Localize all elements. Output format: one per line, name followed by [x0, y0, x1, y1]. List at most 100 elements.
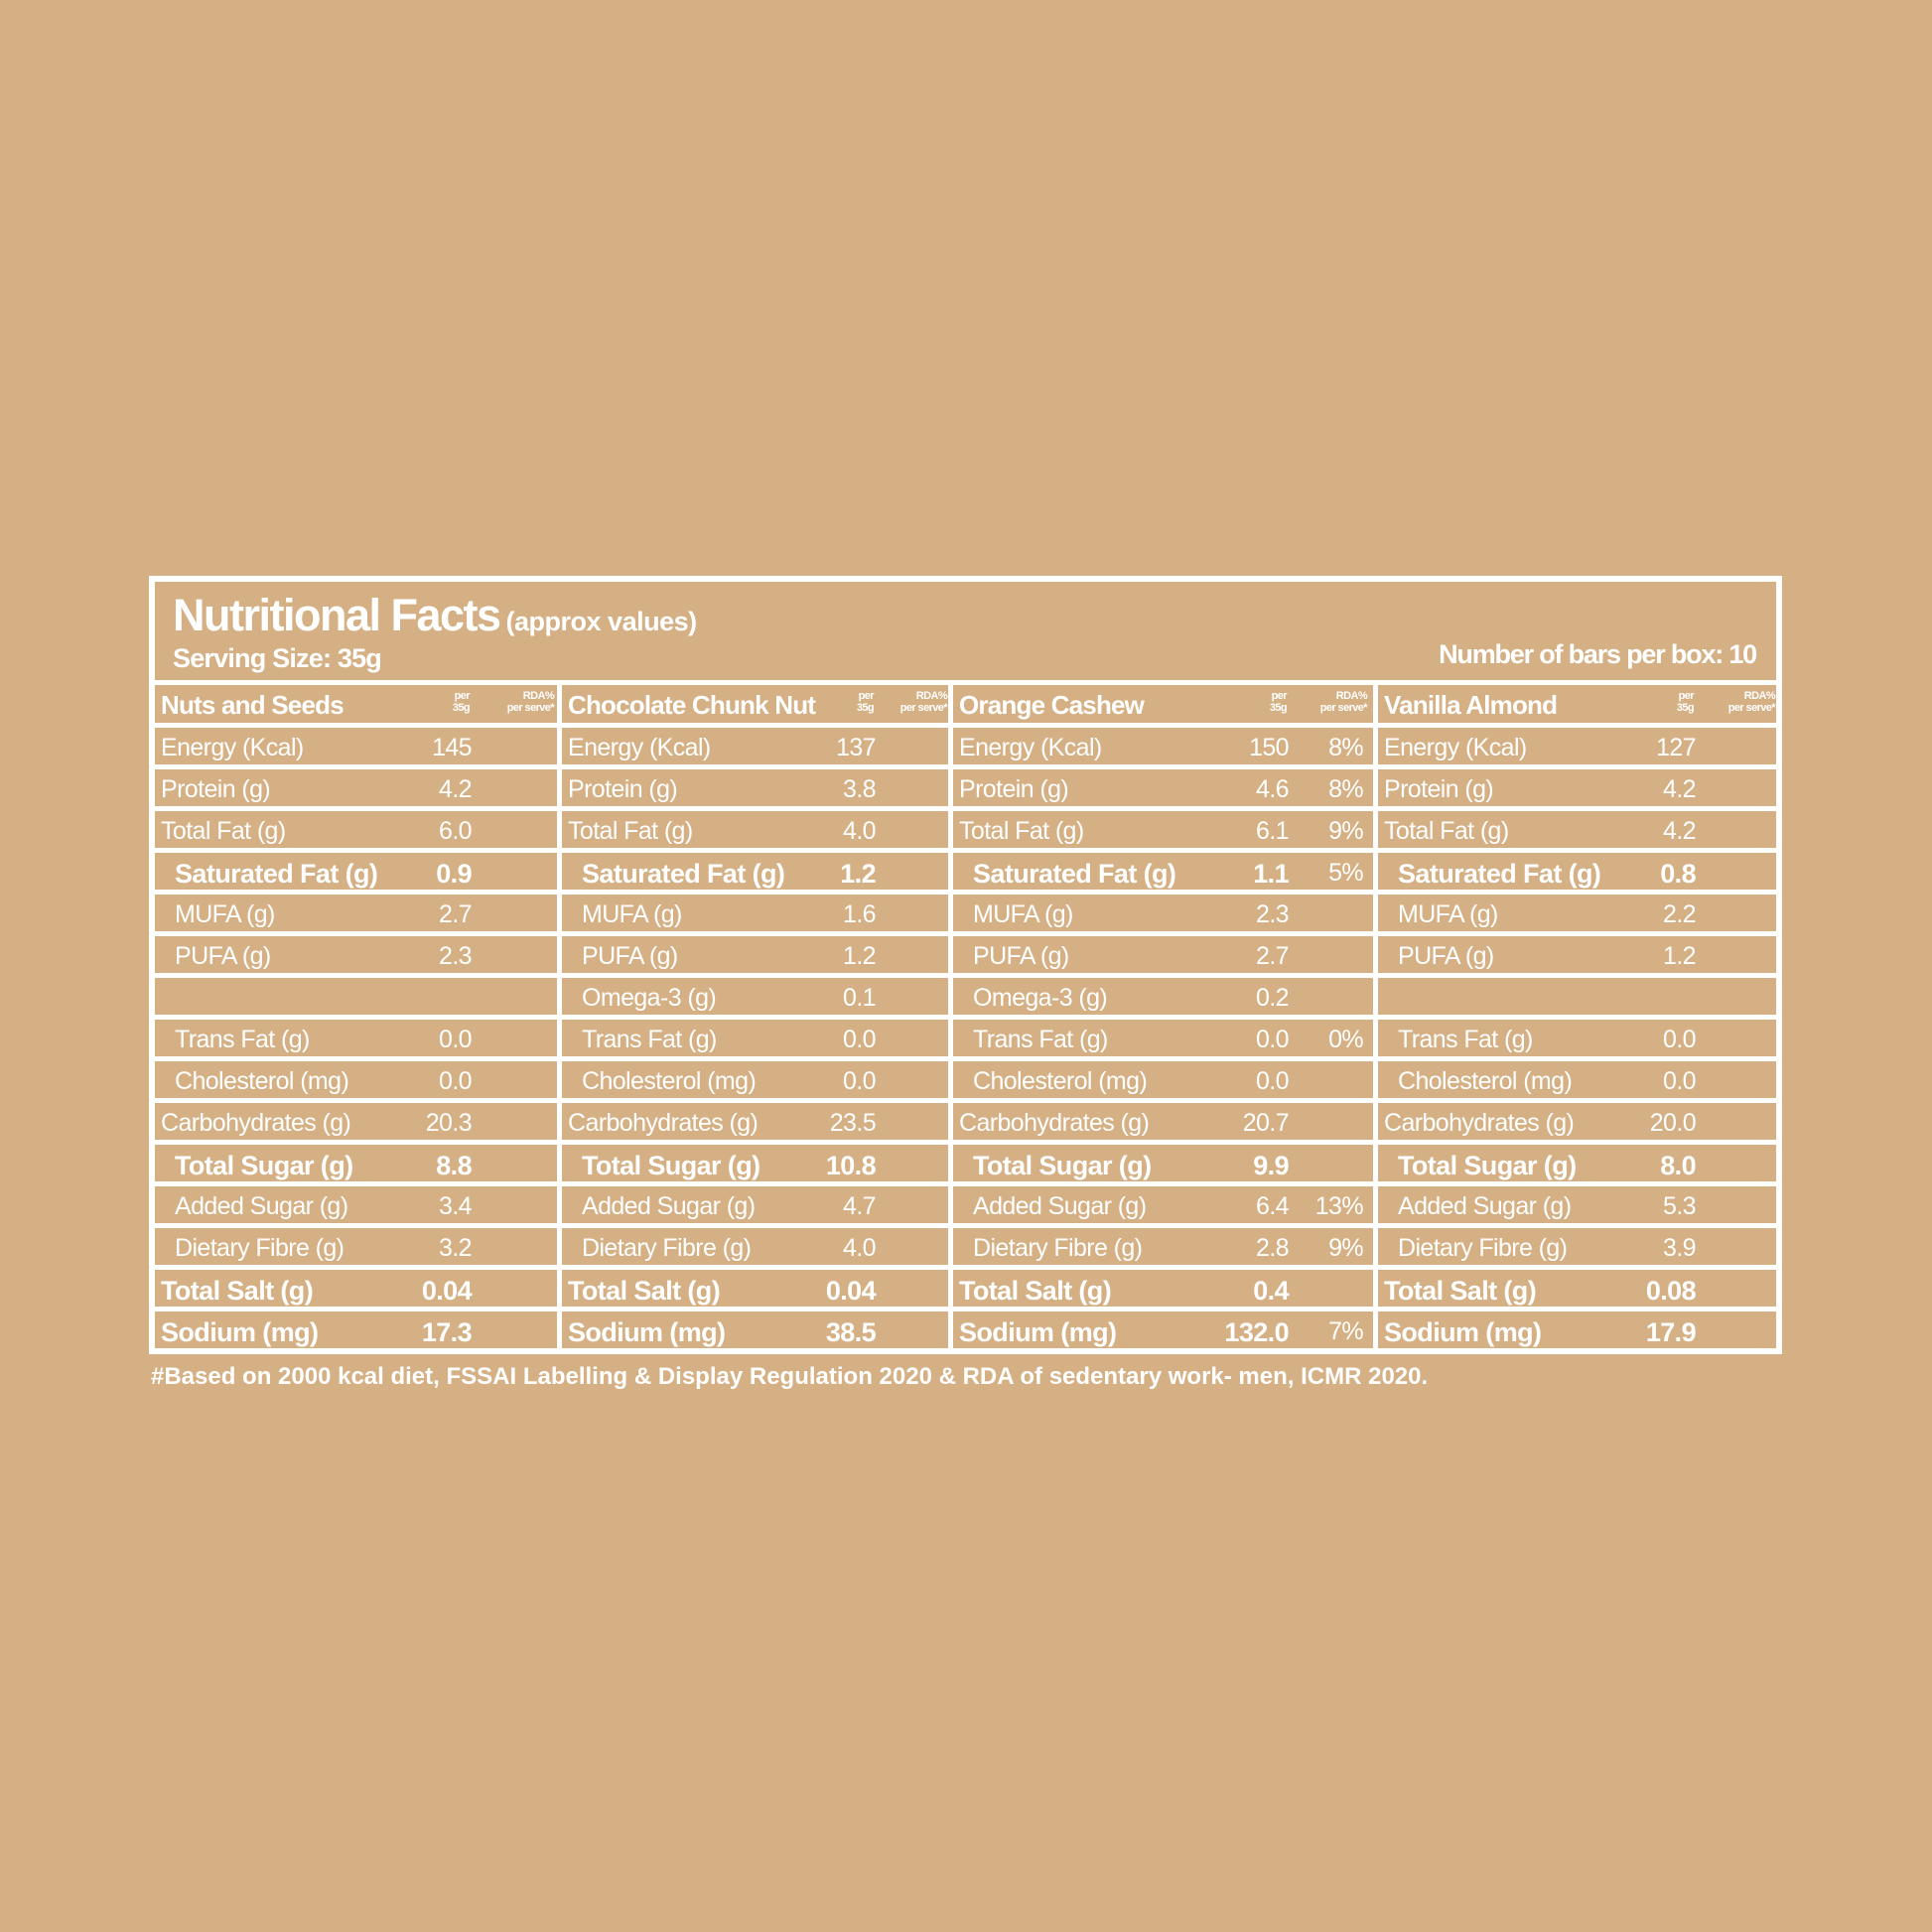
nutrient-label: Sodium (mg) — [161, 1317, 319, 1347]
nutrient-label: Cholesterol (mg) — [1398, 1067, 1573, 1095]
table-row: Energy (Kcal) 127 — [1378, 728, 1776, 764]
product-column: Nuts and Seeds per 35g RDA% per serve* Ene… — [155, 685, 557, 1348]
nutrient-value: 23.5 — [829, 1109, 877, 1137]
footnote: #Based on 2000 kcal diet, FSSAI Labellin… — [151, 1363, 1429, 1390]
nutrient-value: 1.2 — [1663, 942, 1697, 970]
nutrient-value: 127 — [1656, 734, 1697, 761]
nutrient-label: Added Sugar (g) — [1398, 1192, 1572, 1220]
nutrient-label: Trans Fat (g) — [175, 1026, 310, 1053]
per-unit: 35g — [856, 702, 875, 714]
table-row: PUFA (g) 2.7 — [953, 936, 1373, 973]
table-row: Cholesterol (mg) 0.0 — [155, 1061, 557, 1098]
nutrient-label: Sodium (mg) — [959, 1317, 1117, 1347]
table-row: Total Salt (g) 0.08 — [1378, 1270, 1776, 1307]
nutrient-label: Sodium (mg) — [1384, 1317, 1542, 1347]
table-row: Total Fat (g) 4.2 — [1378, 811, 1776, 848]
nutrient-value: 0.0 — [1663, 1026, 1697, 1053]
table-row: Omega-3 (g) 0.2 — [953, 978, 1373, 1015]
nutrient-value: 2.2 — [1663, 900, 1697, 928]
nutrient-label: Dietary Fibre (g) — [582, 1234, 752, 1262]
nutrient-label: MUFA (g) — [582, 900, 682, 928]
nutrient-value: 0.0 — [843, 1026, 877, 1053]
table-row: Energy (Kcal) 137 — [562, 728, 948, 764]
nutrient-value: 8.8 — [436, 1151, 472, 1180]
nutrient-label: Trans Fat (g) — [973, 1026, 1108, 1053]
nutrient-label: Saturated Fat (g) — [1398, 859, 1601, 889]
table-row: PUFA (g) 1.2 — [562, 936, 948, 973]
nutrient-label: Added Sugar (g) — [973, 1192, 1147, 1220]
table-row: Dietary Fibre (g) 3.9 — [1378, 1228, 1776, 1265]
nutrient-value: 0.0 — [843, 1067, 877, 1095]
table-row: Carbohydrates (g) 20.3 — [155, 1103, 557, 1140]
table-row: Total Sugar (g) 8.0 — [1378, 1145, 1776, 1181]
table-row: Trans Fat (g) 0.0 — [1378, 1020, 1776, 1056]
nutrient-value: 0.0 — [439, 1026, 473, 1053]
nutrient-value: 2.7 — [1256, 942, 1290, 970]
table-row: Added Sugar (g) 3.4 — [155, 1186, 557, 1223]
per-label: per — [858, 690, 875, 702]
table-row: Cholesterol (mg) 0.0 — [562, 1061, 948, 1098]
rda-label: RDA% — [522, 690, 555, 702]
rda-value: 8% — [1328, 734, 1364, 761]
nutrient-value: 4.2 — [1663, 775, 1697, 803]
nutrient-value: 150 — [1249, 734, 1290, 761]
nutrient-value: 132.0 — [1224, 1317, 1289, 1347]
per-label: per — [454, 690, 471, 702]
nutrient-value: 0.0 — [439, 1067, 473, 1095]
table-row: Total Sugar (g) 10.8 — [562, 1145, 948, 1181]
nutrient-label: Total Salt (g) — [568, 1276, 721, 1306]
nutrient-label: Total Fat (g) — [161, 817, 286, 845]
nutrient-value: 6.4 — [1256, 1192, 1290, 1220]
nutrient-value: 6.0 — [439, 817, 473, 845]
nutrient-label: Carbohydrates (g) — [959, 1109, 1150, 1137]
table-row: Saturated Fat (g) 1.2 — [562, 853, 948, 890]
rda-value: 7% — [1328, 1317, 1364, 1345]
nutrient-value: 17.3 — [421, 1317, 473, 1347]
table-row: Total Fat (g) 4.0 — [562, 811, 948, 848]
rda-heading: RDA% per serve* — [1728, 690, 1776, 714]
rda-label: RDA% — [1335, 690, 1368, 702]
nutrient-value: 20.7 — [1242, 1109, 1290, 1137]
nutrient-label: Total Fat (g) — [568, 817, 693, 845]
title-note: (approx values) — [505, 607, 698, 636]
nutrient-value: 4.0 — [843, 817, 877, 845]
rda-value: 9% — [1328, 817, 1364, 845]
nutrient-label: MUFA (g) — [973, 900, 1073, 928]
table-row: Trans Fat (g) 0.0 — [155, 1020, 557, 1056]
nutrient-label: Dietary Fibre (g) — [175, 1234, 345, 1262]
table-row: Sodium (mg) 17.3 — [155, 1311, 557, 1348]
table-row: Dietary Fibre (g) 4.0 — [562, 1228, 948, 1265]
nutrient-value: 20.3 — [425, 1109, 473, 1137]
rda-label: RDA% — [1743, 690, 1776, 702]
nutrient-label: PUFA (g) — [175, 942, 271, 970]
nutrient-value: 0.0 — [1256, 1067, 1290, 1095]
nutrient-value: 4.2 — [1663, 817, 1697, 845]
table-row: Protein (g) 3.8 — [562, 769, 948, 806]
product-name: Vanilla Almond — [1384, 690, 1558, 720]
table-row: Added Sugar (g) 5.3 — [1378, 1186, 1776, 1223]
per-35g-heading: per 35g — [1269, 690, 1288, 714]
per-35g-heading: per 35g — [1676, 690, 1695, 714]
per-unit: 35g — [1269, 702, 1288, 714]
rda-unit: per serve* — [1319, 702, 1368, 714]
nutrient-label: MUFA (g) — [175, 900, 275, 928]
nutrient-label: Total Salt (g) — [1384, 1276, 1537, 1306]
nutrient-value: 2.3 — [1256, 900, 1290, 928]
nutrient-label: Dietary Fibre (g) — [1398, 1234, 1568, 1262]
table-row: Total Sugar (g) 9.9 — [953, 1145, 1373, 1181]
table-row: Total Salt (g) 0.04 — [155, 1270, 557, 1307]
per-unit: 35g — [1676, 702, 1695, 714]
nutrient-value: 0.1 — [843, 984, 877, 1012]
product-name: Nuts and Seeds — [161, 690, 345, 720]
per-35g-heading: per 35g — [856, 690, 875, 714]
table-row: Saturated Fat (g) 0.9 — [155, 853, 557, 890]
table-row: Trans Fat (g) 0.0 0% — [953, 1020, 1373, 1056]
nutrient-label: Added Sugar (g) — [175, 1192, 348, 1220]
nutrient-label: Total Sugar (g) — [582, 1151, 760, 1180]
product-column: Vanilla Almond per 35g RDA% per serve* Ene… — [1378, 685, 1776, 1348]
nutrient-label: MUFA (g) — [1398, 900, 1498, 928]
nutrient-label: PUFA (g) — [973, 942, 1069, 970]
nutrient-value: 17.9 — [1645, 1317, 1697, 1347]
nutrient-label: Trans Fat (g) — [1398, 1026, 1533, 1053]
nutrient-value: 10.8 — [825, 1151, 877, 1180]
